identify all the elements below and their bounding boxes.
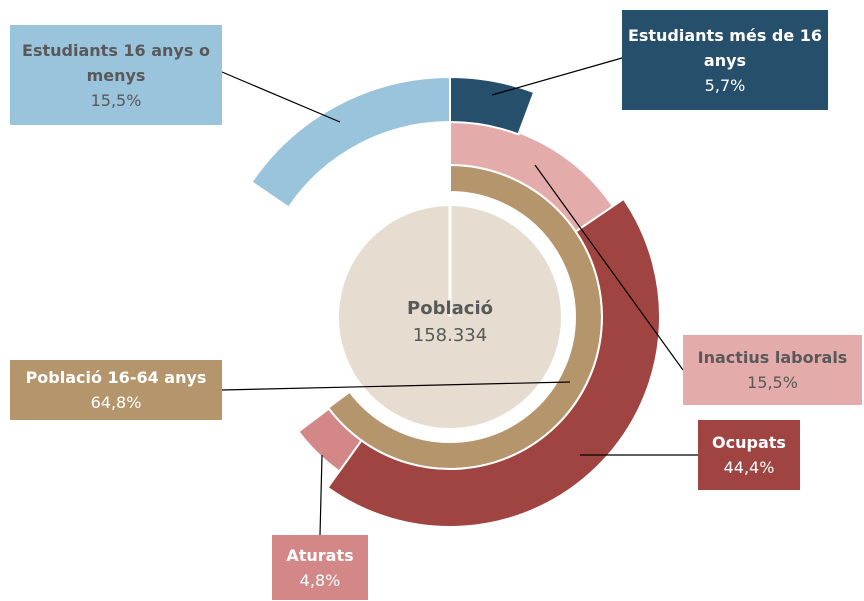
segment-name: Aturats — [286, 545, 354, 565]
label-box: Aturats 4,8% — [272, 535, 368, 600]
segment-value: 64,8% — [90, 393, 142, 412]
label-box: Inactius laborals 15,5% — [683, 335, 862, 405]
segment-name: Estudiants més de 16 anys — [627, 25, 823, 70]
label-box: Estudiants més de 16 anys 5,7% — [622, 10, 828, 110]
center-title: Població — [407, 298, 493, 319]
segment — [449, 75, 536, 136]
segment-value: 4,8% — [299, 570, 341, 590]
segment-value: 5,7% — [704, 75, 746, 95]
segment — [326, 197, 661, 528]
segment-value: 15,5% — [90, 90, 142, 110]
label-box: Estudiants 16 anys o menys 15,5% — [10, 25, 222, 125]
segment-name: Ocupats — [712, 433, 786, 452]
label-box: Ocupats 44,4% — [698, 420, 800, 490]
segment-value: 15,5% — [747, 373, 798, 392]
segment-name: Població 16-64 anys — [25, 368, 207, 387]
segment-value: 44,4% — [723, 458, 775, 477]
segment-name: Estudiants 16 anys o menys — [22, 40, 210, 85]
segment-name: Inactius laborals — [697, 348, 848, 367]
leader-line — [319, 454, 323, 536]
leader-line — [534, 164, 684, 371]
segment — [250, 75, 451, 209]
segment — [297, 407, 363, 473]
label-box: Població 16-64 anys 64,8% — [10, 360, 222, 420]
center-total: 158.334 — [412, 325, 488, 346]
leader-line — [221, 71, 341, 123]
leader-line — [221, 381, 571, 391]
center-label: Població 158.334 — [380, 295, 520, 349]
leader-line — [491, 57, 623, 96]
